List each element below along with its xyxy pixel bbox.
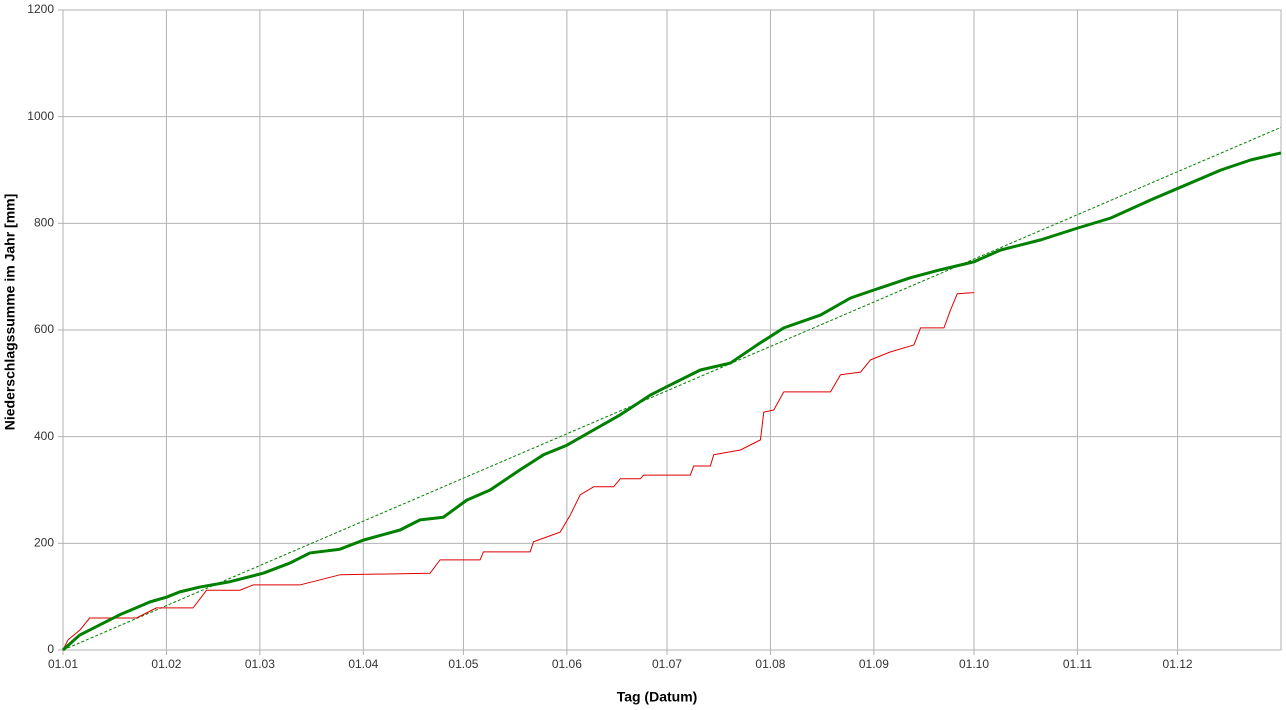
series-line bbox=[62, 292, 975, 651]
x-tick-label: 01.08 bbox=[755, 657, 785, 671]
x-tick-label: 01.12 bbox=[1163, 657, 1193, 671]
x-tick-label: 01.07 bbox=[652, 657, 682, 671]
x-tick-label: 01.02 bbox=[151, 657, 181, 671]
x-tick-label: 01.04 bbox=[348, 657, 378, 671]
series-line bbox=[61, 151, 1282, 652]
y-tick-label: 400 bbox=[34, 429, 54, 443]
x-tick-label: 01.10 bbox=[959, 657, 989, 671]
y-tick-label: 600 bbox=[34, 322, 54, 336]
series-line bbox=[62, 126, 1282, 651]
x-tick-label: 01.11 bbox=[1063, 657, 1092, 671]
x-tick-label: 01.05 bbox=[448, 657, 478, 671]
y-tick-label: 0 bbox=[47, 642, 54, 656]
x-tick-label: 01.06 bbox=[552, 657, 582, 671]
y-tick-label: 800 bbox=[34, 216, 54, 230]
x-tick-label: 01.03 bbox=[245, 657, 275, 671]
y-tick-label: 200 bbox=[34, 536, 54, 550]
y-tick-label: 1000 bbox=[27, 109, 54, 123]
y-tick-label: 1200 bbox=[27, 2, 54, 16]
x-tick-label: 01.01 bbox=[48, 657, 78, 671]
y-axis-title: Niederschlagssumme im Jahr [mm] bbox=[2, 194, 18, 431]
x-tick-label: 01.09 bbox=[859, 657, 889, 671]
x-axis-title: Tag (Datum) bbox=[617, 689, 698, 705]
